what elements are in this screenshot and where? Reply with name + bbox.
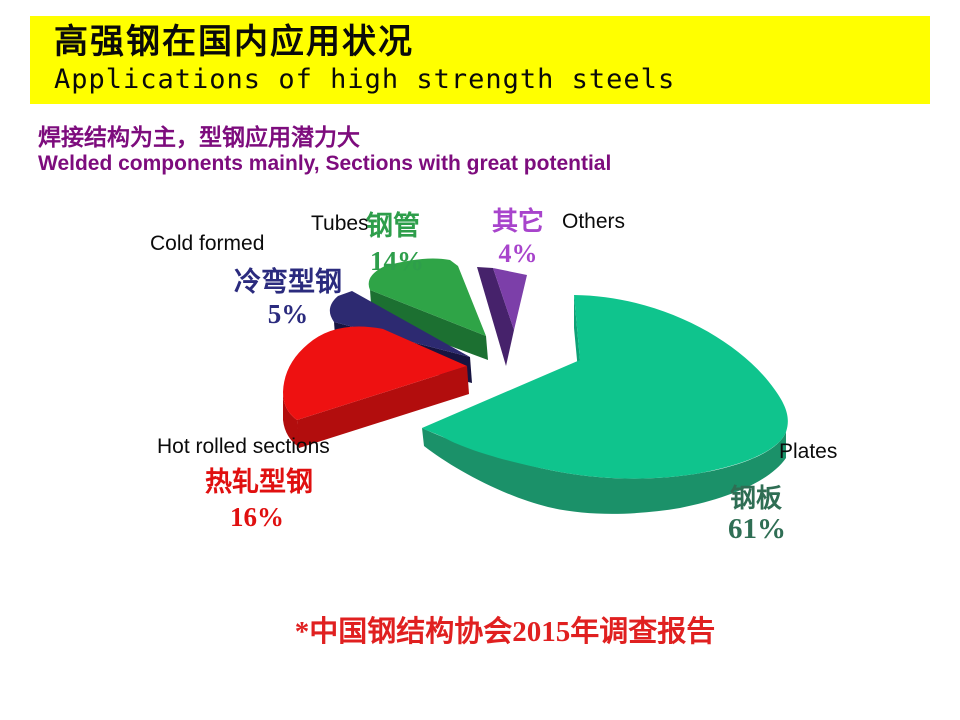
label-plates-pct: 61% [728, 513, 786, 545]
pie-slice-others-top [493, 268, 527, 330]
label-others-en: Others [562, 210, 626, 233]
pie-slice-tubes-top [368, 258, 486, 336]
label-cold-formed-zh: 冷弯型钢 [234, 267, 342, 297]
slide-title-zh: 高强钢在国内应用状况 [54, 23, 414, 61]
label-hot-rolled-zh: 热轧型钢 [205, 467, 313, 497]
label-cold-formed-pct: 5% [267, 299, 309, 329]
label-plates-en: Plates [779, 440, 838, 463]
label-others-zh: 其它 [491, 207, 544, 236]
pie-slice-hot-rolled-top [283, 326, 467, 420]
subtitle-zh: 焊接结构为主，型钢应用潜力大 [38, 125, 360, 150]
pie-slice-hot-rolled-side [297, 366, 469, 448]
label-others-pct: 4% [498, 239, 538, 268]
label-hot-rolled-pct: 16% [230, 502, 284, 532]
pie-slice-plates-top [422, 295, 788, 479]
label-plates-zh: 钢板 [729, 484, 782, 513]
label-tubes-zh: 钢管 [366, 211, 420, 241]
subtitle-en: Welded components mainly, Sections with … [38, 152, 612, 175]
slide-title-en: Applications of high strength steels [54, 64, 676, 95]
pie-slice-hot-rolled-rim [283, 392, 300, 448]
pie-slice-tubes-side [370, 290, 488, 360]
label-tubes-pct: 14% [370, 246, 424, 276]
title-banner: 高强钢在国内应用状况 Applications of high strength… [30, 16, 930, 104]
subtitle-block: 焊接结构为主，型钢应用潜力大 Welded components mainly,… [38, 124, 611, 177]
pie-slice-others-side [477, 267, 514, 366]
pie-slice-plates-rim [422, 428, 786, 514]
label-tubes-en: Tubes [311, 212, 369, 235]
pie-slice-cold-formed-top [329, 291, 470, 357]
label-hot-rolled-en: Hot rolled sections [157, 435, 330, 458]
source-note: *中国钢结构协会2015年调查报告 [294, 616, 716, 648]
label-cold-formed-en: Cold formed [150, 232, 265, 255]
